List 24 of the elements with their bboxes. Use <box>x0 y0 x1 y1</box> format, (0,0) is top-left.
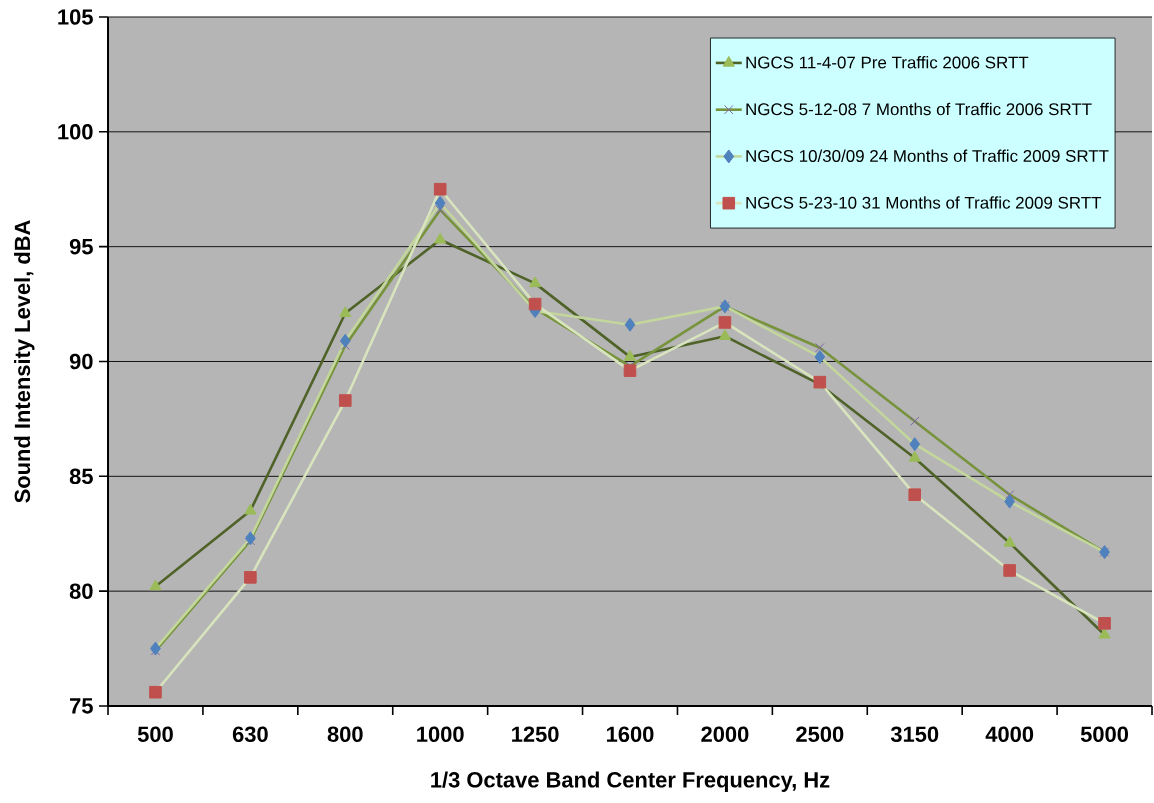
x-tick-label: 1600 <box>607 726 654 743</box>
y-tick-label: 85 <box>69 468 93 485</box>
x-tick-label: 5000 <box>1080 726 1129 743</box>
y-tick-label: 90 <box>69 353 93 370</box>
x-tick-label: 2500 <box>796 726 844 743</box>
x-tick-label: 4000 <box>985 726 1034 743</box>
x-tick-label: 1000 <box>417 726 464 743</box>
x-tick-label: 1250 <box>512 726 559 743</box>
y-tick-label: 105 <box>58 9 93 25</box>
x-axis-title: 1/3 Octave Band Center Frequency, Hz <box>431 771 830 792</box>
y-tick-label: 95 <box>69 238 93 255</box>
x-tick-label: 630 <box>232 726 268 743</box>
legend-label: NGCS 11-4-07 Pre Traffic 2006 SRTT <box>746 56 1029 69</box>
legend-label: NGCS 10/30/09 24 Months of Traffic 2009 SRTT <box>746 149 1109 162</box>
y-tick-label: 80 <box>69 583 93 599</box>
y-tick-label: 100 <box>58 124 93 140</box>
y-tick-label: 75 <box>70 698 93 714</box>
x-tick-label: 2000 <box>701 726 749 743</box>
x-tick-label: 3150 <box>890 726 939 743</box>
legend-label: NGCS 5-23-10 31 Months of Traffic 2009 SRTT <box>746 196 1102 209</box>
legend-label: NGCS 5-12-08 7 Months of Traffic 2006 SRTT <box>746 102 1092 116</box>
x-tick-label: 800 <box>327 726 363 743</box>
x-tick-label: 500 <box>137 726 173 743</box>
y-axis-title: Sound Intensity Level, dBA <box>14 220 35 503</box>
